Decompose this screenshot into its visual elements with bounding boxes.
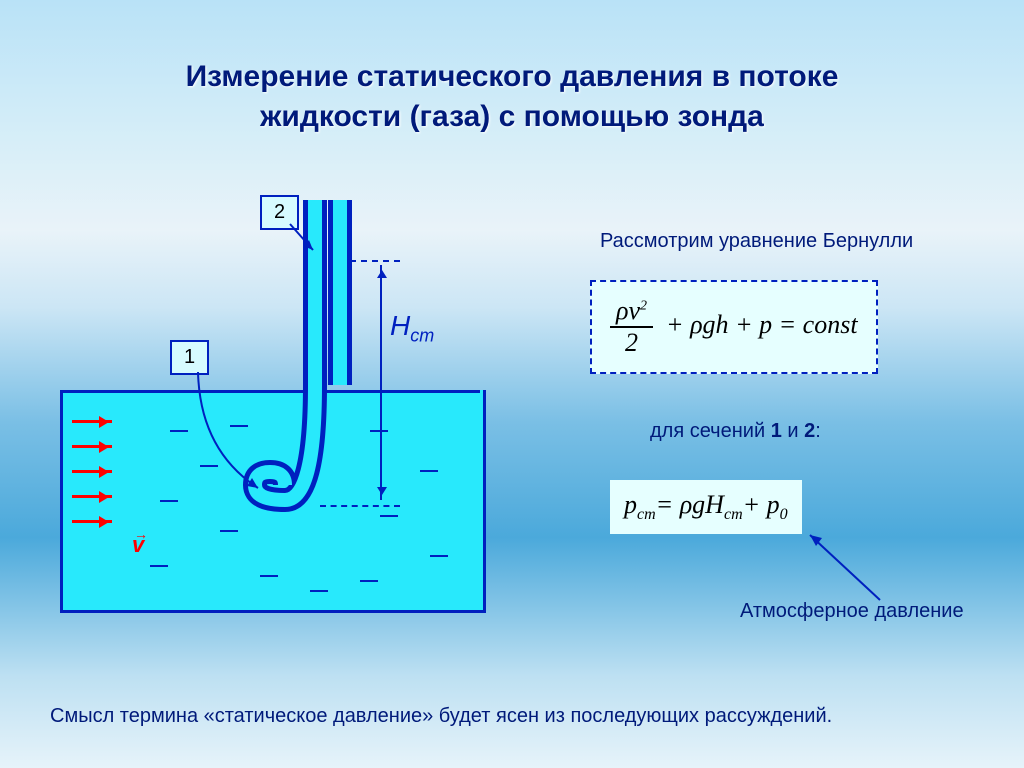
atm-label: Атмосферное давление	[740, 600, 964, 623]
static-pressure-equation: pст= ρgHст+ p0	[610, 480, 802, 534]
hcm-label: Hст	[390, 310, 434, 347]
bottom-note: Смысл термина «статическое давление» буд…	[50, 705, 832, 728]
water-dash	[170, 430, 188, 432]
title-line-2: жидкости (газа) с помощью зонда	[0, 100, 1024, 134]
flow-arrow	[72, 445, 112, 448]
velocity-label: →v	[132, 532, 144, 558]
slide: Измерение статического давления в потоке…	[0, 0, 1024, 768]
flow-arrow	[72, 520, 112, 523]
leader-2	[285, 222, 325, 262]
title-line-1: Измерение статического давления в потоке	[0, 60, 1024, 94]
sections-text: для сечений 1 и 2:	[650, 420, 821, 443]
water-dash	[150, 565, 168, 567]
bernoulli-intro: Рассмотрим уравнение Бернулли	[600, 230, 913, 253]
flow-arrow	[72, 420, 112, 423]
probe-diagram: →v Hст 2 1	[60, 330, 480, 610]
water-dash	[260, 575, 278, 577]
dim-line-hcm	[380, 265, 382, 500]
water-dash	[430, 555, 448, 557]
atm-arrow	[790, 530, 910, 610]
water-dash	[310, 590, 328, 592]
water-dash	[360, 580, 378, 582]
flow-arrow	[72, 470, 112, 473]
dim-bottom-dash	[320, 505, 400, 507]
leader-1	[190, 370, 280, 500]
dim-top-dash	[350, 260, 400, 262]
flow-arrow	[72, 495, 112, 498]
water-dash	[160, 500, 178, 502]
bernoulli-equation: ρv22 + ρgh + p = const	[590, 280, 878, 374]
